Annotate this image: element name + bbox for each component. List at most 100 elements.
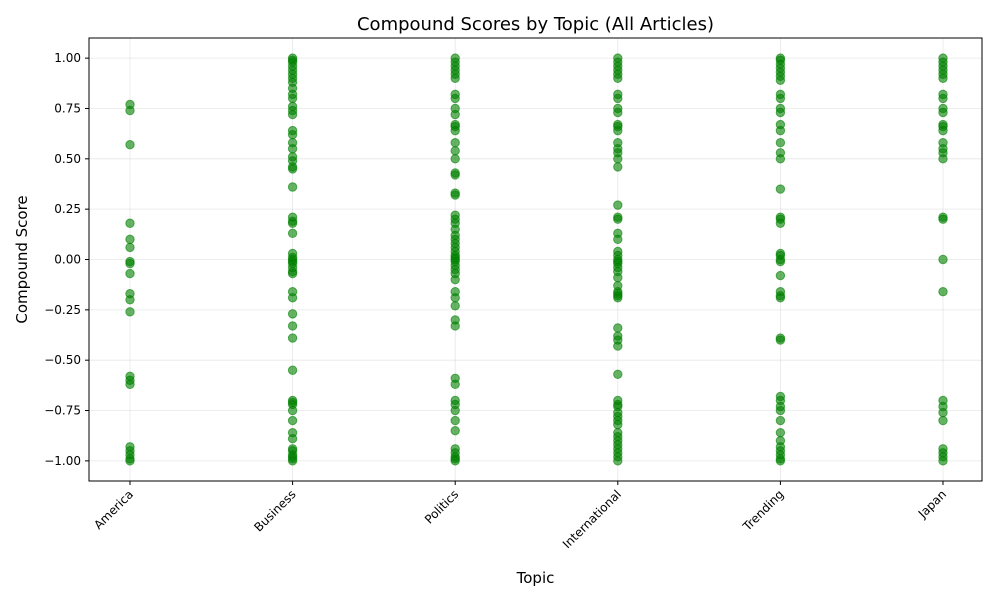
x-tick-label: Business — [251, 487, 298, 534]
data-point — [938, 107, 948, 118]
x-tick-label: International — [560, 487, 624, 551]
data-point — [287, 365, 298, 375]
data-point — [125, 234, 135, 245]
x-tick-label: Japan — [915, 487, 949, 521]
data-point — [775, 184, 786, 194]
data-point — [775, 456, 786, 466]
data-point — [287, 321, 298, 331]
y-tick-label: 0.00 — [54, 253, 81, 267]
data-point — [287, 293, 298, 303]
data-point — [938, 93, 948, 104]
data-point — [450, 93, 460, 104]
data-point — [613, 272, 623, 283]
data-point — [613, 369, 623, 379]
y-tick-label: −0.50 — [44, 353, 81, 367]
data-point — [287, 333, 298, 343]
data-point — [450, 170, 460, 180]
data-point — [450, 109, 460, 120]
data-point — [613, 200, 623, 210]
data-point — [287, 268, 298, 279]
data-point — [938, 407, 948, 418]
data-point — [613, 419, 623, 430]
data-point — [450, 301, 460, 311]
data-point — [613, 341, 623, 351]
data-point — [287, 228, 298, 239]
data-point — [287, 218, 298, 228]
data-point — [125, 295, 135, 305]
data-point — [287, 93, 298, 104]
data-point — [125, 218, 135, 228]
data-point — [287, 144, 298, 154]
data-point — [613, 293, 623, 303]
x-tick-label: Trending — [740, 487, 787, 534]
data-point — [938, 214, 948, 224]
data-point — [775, 107, 786, 118]
y-tick-label: 0.25 — [54, 202, 81, 216]
data-point — [450, 321, 460, 331]
data-point — [125, 242, 135, 253]
data-point — [938, 125, 948, 136]
data-point — [450, 415, 460, 426]
data-point — [287, 456, 298, 466]
data-point — [450, 138, 460, 148]
data-point — [613, 234, 623, 245]
data-point — [775, 154, 786, 164]
data-point — [450, 456, 460, 466]
data-point — [613, 107, 623, 118]
data-point — [775, 335, 786, 345]
y-tick-label: −0.25 — [44, 303, 81, 317]
data-point — [613, 162, 623, 172]
chart-title: Compound Scores by Topic (All Articles) — [357, 14, 714, 35]
data-point — [125, 268, 135, 279]
data-point — [938, 254, 948, 265]
x-tick-label: Politics — [422, 487, 461, 526]
data-point — [613, 125, 623, 136]
data-point — [775, 415, 786, 426]
data-point — [287, 182, 298, 192]
data-point — [450, 274, 460, 285]
grid-layer — [89, 38, 982, 481]
data-point — [775, 93, 786, 104]
data-point — [125, 379, 135, 390]
data-point — [775, 138, 786, 148]
y-axis-label: Compound Score — [13, 195, 31, 323]
data-point — [450, 405, 460, 416]
data-point — [775, 75, 786, 85]
data-point — [613, 456, 623, 466]
data-point — [775, 125, 786, 136]
data-point — [775, 405, 786, 416]
data-point — [450, 146, 460, 156]
data-point — [450, 379, 460, 390]
data-point — [613, 154, 623, 164]
data-point — [125, 456, 135, 466]
x-tick-label: America — [91, 487, 136, 532]
data-point — [287, 434, 298, 444]
data-point — [450, 73, 460, 83]
x-axis-label: Topic — [516, 569, 555, 587]
y-tick-label: −1.00 — [44, 454, 81, 468]
data-point — [938, 456, 948, 466]
data-point — [287, 309, 298, 319]
data-point — [775, 218, 786, 228]
data-point — [938, 415, 948, 426]
data-point — [613, 93, 623, 104]
data-point — [613, 323, 623, 333]
data-point — [938, 287, 948, 297]
data-point — [287, 405, 298, 416]
data-point — [938, 154, 948, 164]
data-point — [287, 109, 298, 120]
data-point — [287, 164, 298, 174]
ticks-layer: America Business Politics International Tren… — [44, 51, 949, 551]
y-tick-label: −0.75 — [44, 404, 81, 418]
y-tick-label: 0.75 — [54, 101, 81, 115]
data-point — [450, 293, 460, 303]
y-tick-label: 1.00 — [54, 51, 81, 65]
data-point — [287, 415, 298, 426]
data-point — [775, 270, 786, 281]
data-point — [450, 425, 460, 436]
data-point — [125, 258, 135, 269]
data-point — [125, 307, 135, 317]
data-point — [775, 427, 786, 438]
